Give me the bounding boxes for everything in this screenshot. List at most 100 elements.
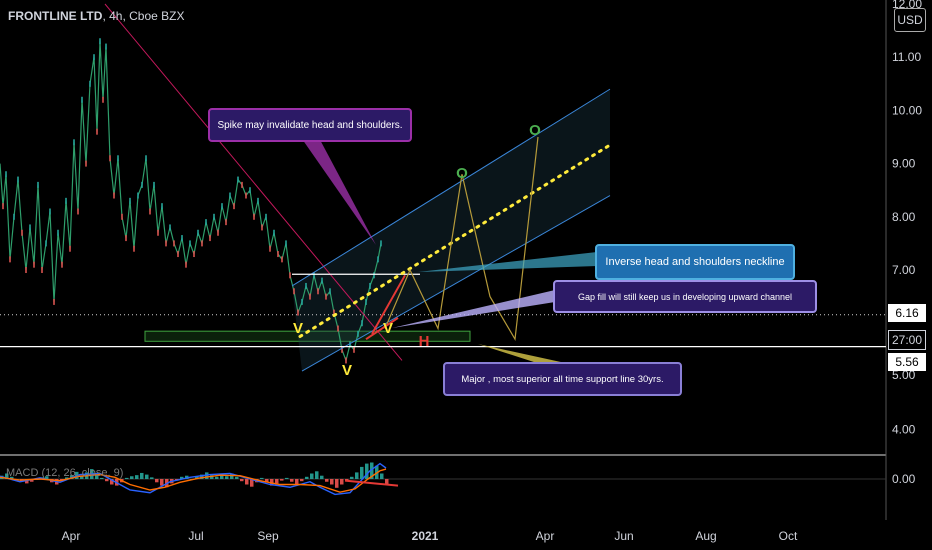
macd-histogram-bar (105, 479, 109, 482)
macd-trendline (344, 479, 399, 487)
macd-histogram-bar (300, 479, 304, 482)
macd-histogram-bar (135, 475, 139, 479)
y-tick-label: 7.00 (892, 263, 916, 277)
price-label-countdown: 27:00 (888, 330, 926, 350)
line-channel-upper (291, 88, 611, 287)
channel-fill (292, 89, 610, 372)
macd-label: MACD (12, 26, close, 9) (6, 467, 124, 479)
pattern-head: V (342, 362, 352, 379)
pattern-target-2: O (529, 122, 541, 139)
macd-histogram-bar (380, 473, 384, 479)
callout-major-pointer (478, 344, 570, 364)
macd-histogram-bar (65, 477, 69, 479)
macd-histogram-bar (210, 475, 214, 479)
macd-histogram-bar (45, 476, 49, 479)
callout-neckline: Inverse head and shoulders neckline (595, 244, 795, 280)
macd-tick-label: 0.00 (892, 472, 916, 486)
callout-gap: Gap fill will still keep us in developin… (553, 280, 817, 313)
x-tick-label: Jun (614, 529, 633, 543)
y-tick-label: 8.00 (892, 210, 916, 224)
x-tick-label: Apr (62, 529, 81, 543)
price-label-last: 6.16 (888, 304, 926, 322)
macd-histogram-bar (245, 479, 249, 485)
chart-header: FRONTLINE LTD, 4h, Cboe BZX (8, 9, 185, 23)
macd-histogram-bar (200, 474, 204, 479)
macd-histogram-bar (155, 479, 159, 483)
macd-histogram-bar (350, 476, 354, 479)
macd-histogram-bar (290, 479, 294, 482)
macd-histogram-bar (260, 477, 264, 479)
macd-histogram-bar (330, 479, 334, 485)
x-tick-label: 2021 (412, 529, 439, 543)
macd-histogram-bar (280, 479, 284, 481)
macd-histogram-bar (5, 473, 9, 479)
macd-histogram-bar (325, 479, 329, 482)
macd-histogram-bar (125, 477, 129, 479)
macd-histogram-bar (360, 466, 364, 479)
macd-histogram-bar (160, 479, 164, 486)
macd-histogram-bar (295, 479, 299, 485)
macd-histogram-bar (10, 476, 14, 479)
channel-midline (298, 143, 612, 338)
macd-histogram-bar (265, 479, 269, 483)
macd-histogram-bar (195, 476, 199, 479)
macd-histogram-bar (235, 476, 239, 479)
macd-histogram-bar (145, 474, 149, 479)
callout-neckline-pointer (418, 252, 597, 272)
macd-histogram-bar (30, 479, 34, 482)
macd-histogram-bar (250, 479, 254, 487)
macd-signal-line (0, 468, 387, 493)
callout-spike: Spike may invalidate head and shoulders. (208, 108, 412, 142)
macd-histogram-bar (275, 479, 279, 484)
macd-histogram-bar (95, 474, 99, 479)
macd-histogram-bar (220, 474, 224, 479)
x-tick-label: Apr (536, 529, 555, 543)
callout-major-support: Major , most superior all time support l… (443, 362, 682, 396)
pattern-left-shoulder: V (293, 320, 303, 337)
pattern-gap-mark: H (419, 333, 430, 350)
macd-histogram-bar (230, 473, 234, 479)
currency-button[interactable]: USD (894, 8, 926, 32)
symbol-name: FRONTLINE LTD (8, 9, 103, 23)
callout-gap-pointer (392, 290, 555, 328)
line-channel-lower (301, 195, 611, 372)
macd-histogram-bar (370, 462, 374, 479)
y-tick-label: 5.00 (892, 368, 916, 382)
red-arrow (365, 317, 399, 340)
macd-histogram-bar (80, 475, 84, 479)
y-tick-label: 11.00 (892, 50, 921, 64)
macd-histogram-bar (385, 479, 389, 485)
macd-histogram-bar (305, 476, 309, 479)
macd-histogram-bar (355, 472, 359, 479)
macd-histogram-bar (110, 479, 114, 485)
x-tick-label: Oct (779, 529, 798, 543)
y-tick-label: 4.00 (892, 423, 916, 437)
x-tick-label: Sep (257, 529, 279, 543)
macd-histogram-bar (365, 463, 369, 479)
callout-spike-pointer (300, 136, 376, 245)
macd-histogram-bar (340, 479, 344, 485)
projection-path (384, 136, 539, 342)
price-label-support: 5.56 (888, 353, 926, 371)
macd-histogram-bar (320, 475, 324, 479)
macd-line (0, 462, 387, 496)
macd-histogram-bar (240, 479, 244, 482)
macd-histogram-bar (335, 479, 339, 488)
macd-histogram-bar (100, 477, 104, 479)
x-tick-label: Aug (695, 529, 716, 543)
pattern-right-shoulder: V (383, 320, 393, 337)
macd-histogram-bar (25, 479, 29, 484)
pattern-target-1: O (456, 165, 468, 182)
x-tick-label: Jul (188, 529, 203, 543)
macd-histogram-bar (150, 477, 154, 479)
y-tick-label: 12.00 (892, 0, 922, 11)
macd-histogram-bar (215, 476, 219, 479)
line-downtrend (104, 3, 403, 361)
exchange: Cboe BZX (129, 9, 185, 23)
y-tick-label: 9.00 (892, 157, 916, 171)
macd-histogram-bar (140, 472, 144, 479)
red-arrow (371, 274, 406, 335)
y-tick-label: 10.00 (892, 103, 922, 117)
macd-histogram-bar (315, 471, 319, 479)
